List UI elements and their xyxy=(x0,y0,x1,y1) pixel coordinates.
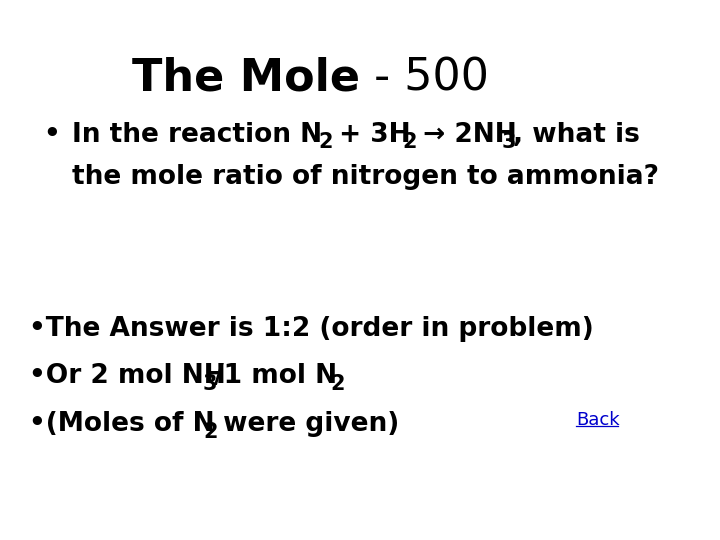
Text: •(Moles of N: •(Moles of N xyxy=(29,411,215,437)
Text: 2: 2 xyxy=(402,132,418,152)
Text: + 3H: + 3H xyxy=(330,122,411,147)
Text: were given): were given) xyxy=(215,411,400,437)
Text: - 500: - 500 xyxy=(360,57,489,100)
Text: 3: 3 xyxy=(203,374,217,394)
Text: 2: 2 xyxy=(330,374,345,394)
Text: Back: Back xyxy=(576,411,620,429)
Text: /1 mol N: /1 mol N xyxy=(215,363,338,389)
Text: , what is: , what is xyxy=(513,122,639,147)
Text: In the reaction N: In the reaction N xyxy=(72,122,322,147)
Text: 2: 2 xyxy=(203,422,217,442)
Text: The Mole: The Mole xyxy=(132,57,360,100)
Text: 2: 2 xyxy=(319,132,333,152)
Text: •Or 2 mol NH: •Or 2 mol NH xyxy=(29,363,225,389)
Text: •The Answer is 1:2 (order in problem): •The Answer is 1:2 (order in problem) xyxy=(29,316,593,342)
Text: •: • xyxy=(43,122,60,147)
Text: 3: 3 xyxy=(501,132,516,152)
Text: → 2NH: → 2NH xyxy=(414,122,517,147)
Text: the mole ratio of nitrogen to ammonia?: the mole ratio of nitrogen to ammonia? xyxy=(72,164,659,190)
